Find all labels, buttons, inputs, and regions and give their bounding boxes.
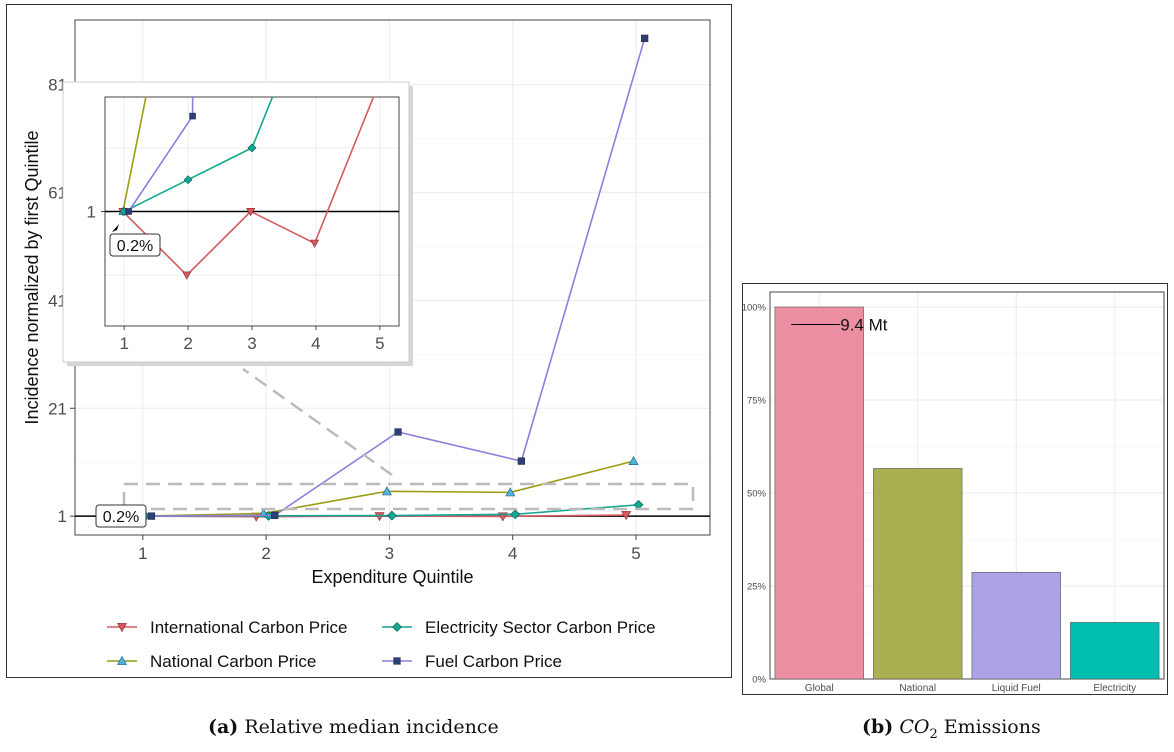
bar-y-tick-label: 25% [747, 582, 767, 593]
caption-b-var: CO [899, 716, 930, 738]
inset-annotation-label: 0.2% [117, 238, 153, 255]
inset-annotation-box [109, 233, 161, 257]
inset-x-tick-label: 1 [119, 334, 128, 353]
inset-plot-area [105, 97, 399, 280]
zoom-connector-line [242, 367, 393, 477]
legend-item-fuel: Fuel Carbon Price [382, 652, 562, 671]
bar-y-tick-label: 100% [743, 303, 767, 314]
bar-annotation-label: 9.4 Mt [840, 315, 888, 334]
inset-data-point-international [246, 208, 256, 217]
x-tick-label: 3 [385, 544, 394, 563]
y-axis-title: Incidence normalized by first Quintile [22, 130, 42, 424]
caption-a: (a) Relative median incidence [208, 716, 499, 738]
legend-key-marker [393, 657, 401, 665]
x-tick-label: 1 [138, 544, 147, 563]
caption-b-sub: 2 [929, 726, 938, 742]
inset-chart: 1 2 3 4 5 1 0.2% [62, 81, 413, 366]
bar-electricity [1070, 622, 1160, 680]
data-point-fuel [641, 34, 649, 42]
legend: International Carbon Price Electricity Se… [107, 618, 656, 671]
legend-key-marker [392, 622, 402, 632]
inset-x-tick-label: 5 [375, 334, 384, 353]
inset-x-tick-label: 2 [183, 334, 192, 353]
bar-x-tick-label: Global [805, 683, 834, 694]
caption-a-tag: (a) [208, 716, 239, 738]
inset-series-line-fuel [127, 97, 194, 212]
data-point-international [374, 512, 385, 522]
legend-item-international: International Carbon Price [107, 618, 348, 637]
bar-y-tick-label: 50% [747, 489, 767, 500]
inset-background [62, 81, 410, 363]
legend-label: National Carbon Price [150, 652, 316, 671]
bar-x-tick-label: Liquid Fuel [992, 683, 1041, 694]
x-tick-label: 4 [508, 544, 517, 563]
annotation-arrow-icon [112, 224, 119, 232]
bar-panel-border [769, 291, 1165, 680]
data-point-fuel [517, 457, 525, 465]
annotation-label: 0.2% [103, 509, 139, 526]
legend-item-electricity: Electricity Sector Carbon Price [382, 618, 656, 637]
inset-series-fuel [125, 97, 196, 215]
series-fuel [147, 34, 649, 520]
emissions-chart-frame: 0% 25% 50% 75% 100% Global National Liquid Fuel… [742, 283, 1168, 695]
inset-data-point-electricity [183, 175, 193, 185]
data-point-national [505, 487, 516, 497]
x-axis-title: Expenditure Quintile [311, 567, 473, 587]
bar-global [774, 306, 864, 680]
series-electricity [140, 499, 644, 522]
bar-national [873, 468, 963, 680]
legend-item-national: National Carbon Price [107, 652, 316, 671]
x-tick-label: 2 [261, 544, 270, 563]
inset-data-point-fuel [189, 112, 196, 120]
bar-liquid-fuel [971, 571, 1061, 680]
data-point-fuel [147, 512, 156, 520]
inset-data-point-electricity [247, 143, 257, 153]
inset-data-point-international [182, 271, 192, 280]
bar-y-tick-label: 0% [752, 675, 766, 686]
inset-data-point-fuel [125, 208, 132, 215]
bar-x-tick-label: Electricity [1093, 683, 1136, 694]
zoom-region-box [122, 482, 695, 511]
y-tick-label: 61 [48, 184, 67, 203]
emissions-bar-chart: 0% 25% 50% 75% 100% Global National Liquid Fuel… [743, 291, 1165, 694]
y-tick-label: 41 [48, 291, 67, 310]
y-tick-label: 81 [48, 76, 67, 95]
legend-label: International Carbon Price [150, 618, 348, 637]
incidence-chart-frame: 1 21 41 61 81 1 2 3 4 5 Expenditure Quintile Incide… [6, 4, 732, 678]
data-point-international [621, 511, 632, 521]
inset-x-tick-label: 3 [247, 334, 256, 353]
x-tick-label: 5 [631, 544, 640, 563]
data-point-electricity [386, 510, 397, 521]
legend-key-marker [116, 655, 128, 665]
caption-b-tag: (b) [862, 716, 894, 738]
inset-y-tick-label: 1 [87, 203, 96, 222]
caption-b-rest: Emissions [937, 716, 1041, 738]
data-point-fuel [394, 428, 402, 436]
data-point-national [381, 486, 392, 496]
caption-a-text: Relative median incidence [244, 716, 499, 738]
data-point-fuel [271, 511, 279, 519]
y-tick-label: 1 [58, 507, 67, 526]
annotation-label-box [95, 504, 147, 528]
caption-b: (b) CO2 Emissions [862, 716, 1041, 742]
inset-data-point-international [310, 239, 320, 248]
legend-label: Electricity Sector Carbon Price [425, 618, 656, 637]
data-point-electricity [510, 509, 521, 520]
y-tick-label: 21 [48, 399, 67, 418]
bar-x-tick-label: National [899, 683, 936, 694]
inset-x-tick-label: 4 [311, 334, 320, 353]
legend-label: Fuel Carbon Price [425, 652, 562, 671]
data-point-national [628, 456, 639, 466]
legend-key-marker [116, 623, 128, 633]
bar-y-tick-label: 75% [747, 396, 767, 407]
